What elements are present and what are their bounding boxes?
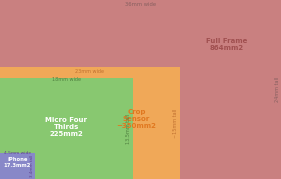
- Text: 18mm wide: 18mm wide: [52, 77, 81, 82]
- Text: Full Frame
864mm2: Full Frame 864mm2: [206, 38, 247, 51]
- Bar: [0, 153, 35, 179]
- Text: Crop
Sensor
~350mm2: Crop Sensor ~350mm2: [117, 109, 157, 129]
- Text: 13.5mm tall: 13.5mm tall: [126, 114, 131, 144]
- Text: 4.5mm wide: 4.5mm wide: [4, 151, 31, 155]
- Text: ~15mm tall: ~15mm tall: [173, 108, 178, 138]
- Text: iPhone
17.3mm2: iPhone 17.3mm2: [4, 157, 31, 168]
- Text: 3.4mm tall: 3.4mm tall: [30, 155, 34, 177]
- Bar: [0, 78, 133, 179]
- Bar: [0, 67, 180, 179]
- Text: Micro Four
Thirds
225mm2: Micro Four Thirds 225mm2: [45, 117, 87, 137]
- Text: 23mm wide: 23mm wide: [75, 69, 104, 74]
- Text: 36mm wide: 36mm wide: [125, 2, 156, 7]
- Text: 24mm tall: 24mm tall: [275, 77, 280, 102]
